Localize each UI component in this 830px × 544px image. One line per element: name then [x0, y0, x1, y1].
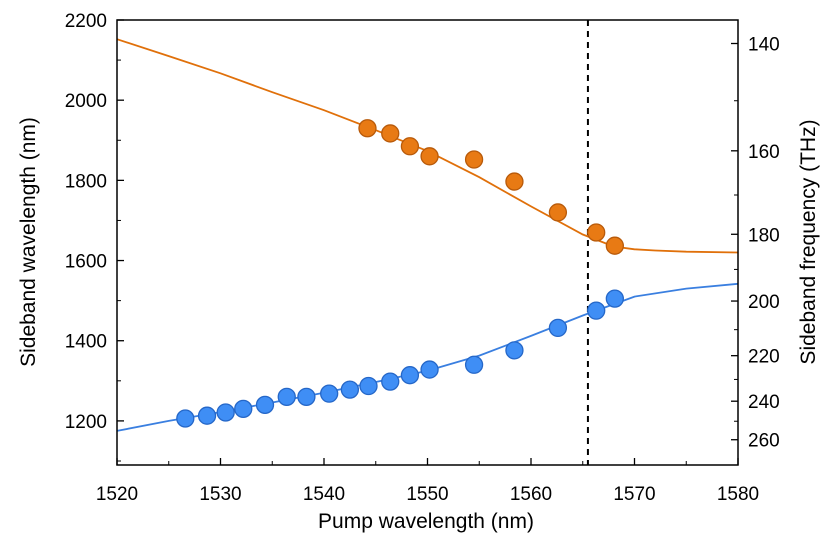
- x-tick-label: 1570: [613, 484, 655, 505]
- data-point: [420, 147, 439, 166]
- data-point: [605, 236, 624, 255]
- y2-axis-title: Sideband frequency (THz): [797, 119, 820, 364]
- y-tick-label: 1200: [65, 412, 107, 433]
- model-lines: [116, 20, 739, 465]
- y-tick-label: 2200: [65, 11, 107, 32]
- data-points: [176, 119, 624, 428]
- model-line: [116, 38, 739, 254]
- y2-tick-label: 200: [748, 292, 780, 313]
- data-point: [197, 406, 217, 425]
- data-point: [320, 384, 339, 403]
- x-tick-label: 1550: [406, 484, 448, 505]
- y-axis-title: Sideband wavelength (nm): [17, 117, 40, 367]
- y2-tick-label: 240: [748, 392, 780, 413]
- data-point: [505, 172, 524, 191]
- data-point: [587, 223, 606, 242]
- data-point: [359, 376, 378, 396]
- x-tick-label: 1560: [510, 484, 552, 505]
- data-point: [216, 403, 235, 422]
- y2-tick-label: 220: [748, 347, 780, 368]
- data-point: [605, 289, 624, 308]
- y2-tick-label: 160: [748, 142, 780, 163]
- data-point: [464, 150, 484, 169]
- data-point: [234, 399, 253, 419]
- x-tick-label: 1530: [199, 484, 241, 505]
- x-tick-label: 1540: [303, 484, 345, 505]
- data-point: [358, 119, 377, 138]
- data-point: [587, 301, 606, 320]
- data-point: [400, 366, 420, 385]
- y-tick-label: 2000: [65, 91, 107, 112]
- data-point: [381, 372, 400, 391]
- data-point: [505, 341, 524, 360]
- data-point: [297, 387, 316, 406]
- data-point: [548, 203, 568, 222]
- x-tick-label: 1520: [96, 484, 138, 505]
- data-point: [176, 409, 195, 428]
- data-point: [255, 395, 275, 415]
- axes: 1520 1530 1540 1550 1560 1570 1580 1200 1400 1600…: [65, 11, 780, 505]
- y-tick-label: 1400: [65, 332, 107, 353]
- data-point: [340, 380, 360, 399]
- x-axis-title: Pump wavelength (nm): [318, 510, 534, 533]
- y-tick-label: 1600: [65, 252, 107, 273]
- plot-frame: [116, 19, 739, 466]
- y2-tick-label: 140: [748, 35, 780, 56]
- data-point: [277, 387, 296, 406]
- y-tick-label: 1800: [65, 171, 107, 192]
- y2-tick-label: 180: [748, 225, 780, 246]
- data-point: [381, 124, 400, 143]
- y2-tick-label: 260: [748, 431, 780, 452]
- x-tick-label: 1580: [717, 484, 759, 505]
- data-point: [400, 137, 420, 156]
- data-point: [464, 355, 484, 374]
- data-point: [548, 318, 568, 338]
- data-point: [420, 360, 439, 379]
